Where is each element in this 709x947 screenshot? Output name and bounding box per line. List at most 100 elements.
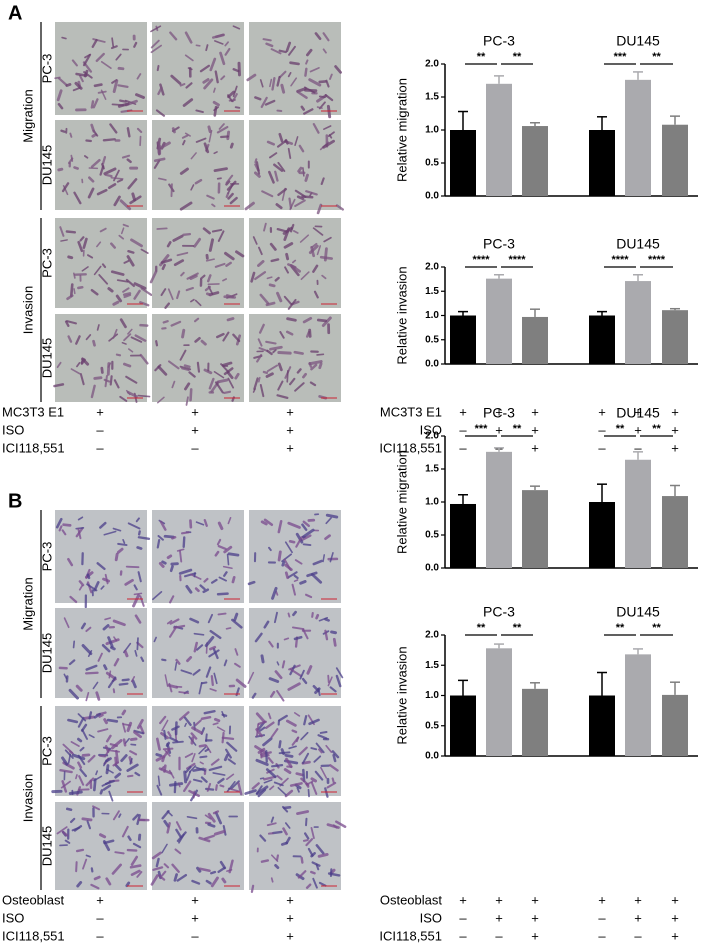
cell [108, 790, 114, 802]
cell [258, 376, 261, 383]
cell [112, 688, 116, 694]
cell [64, 749, 74, 759]
cell [112, 300, 120, 306]
cell [259, 726, 266, 732]
cell [159, 715, 167, 725]
cell [312, 122, 320, 134]
cell [163, 819, 170, 828]
cell [270, 48, 282, 55]
group-title: PC-3 [483, 33, 515, 49]
cell [95, 770, 99, 776]
cell [69, 283, 74, 298]
cell [302, 768, 306, 783]
cell [276, 774, 283, 781]
cell [320, 177, 325, 186]
cell [277, 550, 282, 562]
cell [293, 635, 303, 641]
cell [138, 530, 141, 536]
cell [289, 61, 300, 66]
cell [130, 869, 141, 876]
cell [95, 52, 105, 63]
cell [70, 817, 76, 824]
cell [90, 384, 96, 399]
cell [155, 109, 166, 117]
cell [86, 581, 93, 594]
cell [185, 584, 193, 594]
bar [486, 278, 512, 364]
micrograph [55, 608, 147, 698]
cell [104, 617, 112, 621]
cell [213, 370, 225, 379]
cell [155, 754, 166, 762]
cell [227, 517, 232, 525]
cell [121, 678, 130, 682]
cell [208, 649, 220, 658]
cell [227, 192, 234, 200]
cell [276, 291, 283, 303]
y-tick-label: 0.0 [425, 191, 439, 202]
cell [136, 637, 139, 651]
cell [206, 274, 212, 283]
cell [166, 810, 173, 817]
cell [67, 255, 74, 260]
cell [268, 677, 280, 683]
cell [255, 712, 266, 724]
cell [335, 820, 347, 828]
cell [156, 539, 161, 549]
cell [131, 192, 137, 202]
cell [318, 95, 326, 99]
cell [231, 618, 243, 629]
cell [80, 622, 87, 630]
cell [273, 611, 278, 624]
cell [190, 736, 195, 745]
cell [134, 334, 147, 342]
cell [78, 775, 85, 786]
cell [271, 77, 276, 91]
bar [486, 451, 512, 568]
cell [129, 757, 133, 765]
cell [112, 810, 120, 821]
cell [320, 766, 328, 779]
cell [182, 98, 194, 107]
cell [331, 777, 335, 784]
cell [192, 778, 203, 783]
cell [217, 545, 227, 551]
cell [293, 230, 299, 234]
cell [153, 636, 157, 643]
cell [226, 553, 230, 566]
cell [88, 734, 95, 739]
treatment-label: ISO [2, 422, 24, 437]
row-label: DU145 [39, 145, 54, 185]
bar [589, 695, 615, 756]
cell [64, 320, 70, 327]
cell [224, 47, 231, 56]
cell [299, 669, 305, 680]
cell [214, 70, 219, 84]
cell [79, 373, 85, 386]
cell [296, 195, 305, 201]
cell [101, 643, 111, 653]
cell [179, 365, 192, 371]
cell [205, 292, 212, 297]
cell [305, 59, 309, 65]
cell [129, 737, 138, 741]
cell [300, 777, 310, 787]
micrograph [249, 120, 341, 210]
cell [199, 755, 208, 759]
cell [327, 676, 333, 687]
cell [278, 49, 287, 54]
treatment-label: MC3T3 E1 [380, 404, 442, 419]
cell [194, 317, 200, 323]
cell [198, 744, 207, 748]
treatment-sign: – [634, 928, 642, 943]
cell [181, 531, 190, 535]
cell [130, 238, 143, 248]
cell [260, 654, 265, 664]
cell [254, 271, 267, 281]
cell [90, 158, 101, 168]
cell [122, 738, 127, 747]
cell [175, 828, 183, 839]
cell [286, 369, 289, 383]
cell [205, 879, 212, 885]
treatment-sign: – [96, 440, 104, 455]
